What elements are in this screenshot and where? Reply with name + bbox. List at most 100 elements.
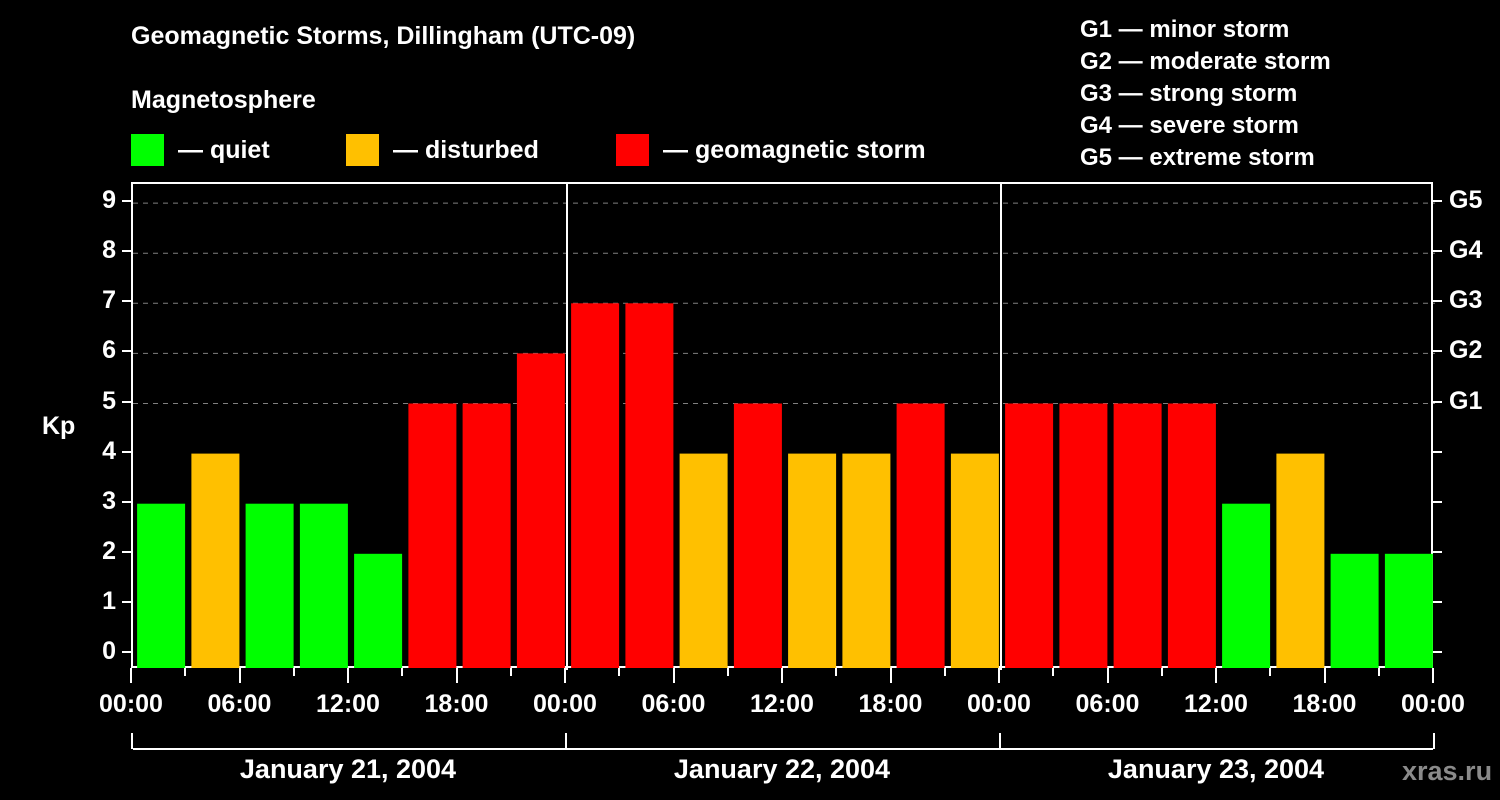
y-tick bbox=[122, 450, 131, 453]
kp-bar bbox=[516, 353, 565, 668]
legend-disturbed: — disturbed bbox=[346, 134, 539, 166]
kp-bar bbox=[245, 503, 294, 668]
x-tick bbox=[781, 668, 783, 683]
x-tick bbox=[726, 668, 729, 676]
x-tick bbox=[943, 668, 946, 676]
y-tick-label: 8 bbox=[102, 236, 116, 265]
y-tick-label: 1 bbox=[102, 586, 116, 615]
right-tick bbox=[1433, 250, 1442, 253]
g-scale-label: G3 bbox=[1449, 286, 1483, 315]
kp-bar bbox=[679, 453, 728, 668]
x-tick bbox=[1215, 668, 1217, 683]
x-tick-label: 06:00 bbox=[1075, 690, 1140, 718]
chart-title: Geomagnetic Storms, Dillingham (UTC-09) bbox=[131, 22, 636, 50]
kp-bar bbox=[1330, 553, 1379, 668]
legend-quiet: — quiet bbox=[131, 134, 270, 166]
y-tick-label: 4 bbox=[102, 436, 116, 465]
date-bracket-tick bbox=[565, 733, 567, 749]
y-axis-label: Kp bbox=[42, 412, 76, 440]
kp-bar bbox=[1384, 553, 1433, 668]
right-tick bbox=[1433, 450, 1442, 453]
g-scale-label: G4 bbox=[1449, 236, 1483, 265]
y-tick-label: 6 bbox=[102, 336, 116, 365]
x-tick bbox=[238, 668, 241, 683]
y-tick-label: 9 bbox=[102, 186, 116, 215]
right-tick bbox=[1433, 550, 1442, 553]
x-tick bbox=[455, 668, 458, 683]
kp-bar bbox=[354, 553, 403, 668]
legend-swatch-storm bbox=[616, 134, 649, 166]
date-label: January 23, 2004 bbox=[1107, 754, 1325, 784]
x-tick-label: 00:00 bbox=[533, 690, 597, 718]
x-tick bbox=[347, 668, 349, 683]
x-tick bbox=[1160, 668, 1163, 676]
storm-scale-item: G1 — minor storm bbox=[1080, 16, 1290, 43]
x-tick-label: 18:00 bbox=[424, 690, 489, 718]
x-tick bbox=[1323, 668, 1326, 683]
kp-bar bbox=[299, 503, 348, 668]
right-tick bbox=[1433, 300, 1442, 303]
legend-label: — geomagnetic storm bbox=[663, 135, 926, 164]
x-tick-label: 06:00 bbox=[207, 690, 272, 718]
y-tick-label: 3 bbox=[102, 486, 116, 515]
y-tick-label: 5 bbox=[102, 386, 116, 415]
x-tick-label: 12:00 bbox=[316, 690, 380, 718]
x-tick bbox=[1269, 668, 1272, 676]
legend-label: — quiet bbox=[178, 135, 270, 164]
x-tick bbox=[672, 668, 675, 683]
g-scale-label: G5 bbox=[1449, 186, 1483, 215]
x-tick bbox=[1106, 668, 1109, 683]
x-tick bbox=[889, 668, 892, 683]
kp-bar bbox=[842, 453, 891, 668]
x-tick bbox=[509, 668, 512, 676]
date-label: January 22, 2004 bbox=[673, 754, 891, 784]
y-tick-label: 7 bbox=[102, 286, 116, 315]
x-tick bbox=[130, 668, 132, 683]
kp-bar bbox=[137, 503, 186, 668]
watermark: xras.ru bbox=[1402, 756, 1493, 786]
storm-scale-legend: G1 — minor storm G2 — moderate storm G3 … bbox=[1080, 14, 1331, 174]
x-tick-label: 00:00 bbox=[1401, 690, 1465, 718]
x-tick bbox=[184, 668, 187, 676]
plot-area bbox=[131, 182, 1435, 670]
right-tick bbox=[1433, 350, 1442, 353]
legend-swatch-disturbed bbox=[346, 134, 379, 166]
y-tick bbox=[122, 500, 131, 503]
right-tick bbox=[1433, 200, 1442, 203]
x-tick bbox=[292, 668, 295, 676]
x-tick-label: 18:00 bbox=[1292, 690, 1357, 718]
date-bracket bbox=[133, 748, 1433, 750]
kp-bar bbox=[462, 403, 511, 668]
y-tick bbox=[122, 250, 131, 253]
x-tick-label: 00:00 bbox=[99, 690, 163, 718]
legend-label: — disturbed bbox=[393, 135, 539, 164]
g-scale-label: G2 bbox=[1449, 336, 1483, 365]
x-tick bbox=[564, 668, 566, 683]
storm-scale-item: G2 — moderate storm bbox=[1080, 48, 1331, 75]
x-tick bbox=[618, 668, 621, 676]
y-tick bbox=[122, 350, 131, 353]
kp-bar bbox=[571, 303, 620, 668]
date-label: January 21, 2004 bbox=[239, 754, 457, 784]
kp-bar bbox=[1276, 453, 1325, 668]
y-tick bbox=[122, 550, 131, 553]
x-tick bbox=[1377, 668, 1380, 676]
kp-bar bbox=[733, 403, 782, 668]
g-scale-label: G1 bbox=[1449, 386, 1483, 415]
kp-bar bbox=[408, 403, 457, 668]
kp-bar bbox=[896, 403, 945, 668]
y-tick-label: 0 bbox=[102, 637, 116, 665]
chart-subtitle: Magnetosphere bbox=[131, 86, 316, 114]
x-tick bbox=[835, 668, 838, 676]
bars-layer bbox=[133, 184, 1435, 670]
y-tick-label: 2 bbox=[102, 536, 116, 565]
kp-bar bbox=[788, 453, 837, 668]
date-bracket-tick bbox=[1433, 733, 1435, 749]
right-tick bbox=[1433, 500, 1442, 503]
storm-scale-item: G3 — strong storm bbox=[1080, 80, 1298, 107]
x-tick bbox=[1432, 668, 1434, 683]
kp-bar bbox=[950, 453, 999, 668]
right-tick bbox=[1433, 600, 1442, 603]
kp-bar bbox=[1167, 403, 1216, 668]
y-tick bbox=[122, 600, 131, 603]
